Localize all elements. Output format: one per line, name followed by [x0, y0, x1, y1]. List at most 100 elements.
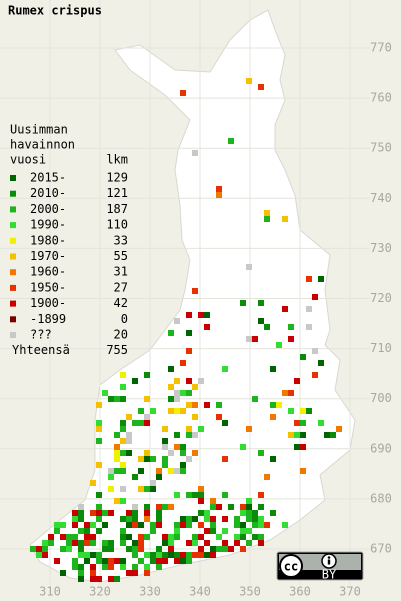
observation [54, 528, 60, 534]
observation [108, 510, 114, 516]
observation [192, 540, 198, 546]
observation [288, 336, 294, 342]
observation [210, 504, 216, 510]
finland-outline [29, 9, 356, 583]
observation [132, 420, 138, 426]
observation [84, 534, 90, 540]
observation [192, 150, 198, 156]
observation [336, 426, 342, 432]
observation [222, 540, 228, 546]
observation [102, 564, 108, 570]
observation [186, 456, 192, 462]
observation [282, 522, 288, 528]
observation [96, 516, 102, 522]
observation [156, 504, 162, 510]
observation [132, 522, 138, 528]
observation [150, 528, 156, 534]
observation [30, 546, 36, 552]
observation [174, 396, 180, 402]
observation [132, 474, 138, 480]
observation [180, 444, 186, 450]
observation [264, 522, 270, 528]
observation [174, 522, 180, 528]
observation [234, 522, 240, 528]
observation [150, 408, 156, 414]
observation [186, 552, 192, 558]
observation [240, 546, 246, 552]
observation [156, 552, 162, 558]
observation [114, 444, 120, 450]
observation [240, 510, 246, 516]
y-label: 760 [370, 91, 392, 105]
observation [168, 552, 174, 558]
observation [186, 540, 192, 546]
observation [240, 444, 246, 450]
observation [264, 210, 270, 216]
observation [210, 552, 216, 558]
observation [324, 432, 330, 438]
observation [318, 276, 324, 282]
observation [156, 564, 162, 570]
observation [66, 534, 72, 540]
observation [240, 300, 246, 306]
observation [108, 486, 114, 492]
observation [168, 504, 174, 510]
observation [258, 84, 264, 90]
observation [222, 528, 228, 534]
legend-label: 2000- [30, 202, 66, 216]
observation [180, 360, 186, 366]
by-head [327, 556, 331, 559]
observation [114, 576, 120, 582]
observation [246, 540, 252, 546]
observation [132, 570, 138, 576]
observation [168, 396, 174, 402]
legend-swatch [10, 332, 16, 338]
observation [240, 528, 246, 534]
observation [276, 342, 282, 348]
legend-count: 110 [106, 218, 128, 232]
observation [204, 312, 210, 318]
observation [138, 468, 144, 474]
y-label: 740 [370, 191, 392, 205]
observation [132, 378, 138, 384]
observation [96, 510, 102, 516]
observation [78, 552, 84, 558]
observation [312, 372, 318, 378]
observation [174, 492, 180, 498]
observation [162, 456, 168, 462]
observation [204, 528, 210, 534]
observation [102, 546, 108, 552]
observation [192, 402, 198, 408]
observation [84, 558, 90, 564]
observation [198, 546, 204, 552]
observation [162, 540, 168, 546]
observation [126, 450, 132, 456]
observation [180, 516, 186, 522]
observation [174, 318, 180, 324]
observation [114, 468, 120, 474]
observation [132, 564, 138, 570]
observation [192, 552, 198, 558]
observation [246, 78, 252, 84]
observation [270, 456, 276, 462]
observation [120, 462, 126, 468]
y-label: 730 [370, 241, 392, 255]
observation [120, 564, 126, 570]
observation [198, 426, 204, 432]
observation [216, 402, 222, 408]
title: Rumex crispus [8, 4, 102, 18]
observation [72, 558, 78, 564]
observation [138, 522, 144, 528]
observation [108, 474, 114, 480]
observation [114, 450, 120, 456]
observation [114, 498, 120, 504]
observation [204, 324, 210, 330]
observation [162, 462, 168, 468]
observation [72, 510, 78, 516]
observation [48, 540, 54, 546]
observation [78, 576, 84, 582]
observation [246, 426, 252, 432]
legend-swatch [10, 300, 16, 307]
observation [156, 510, 162, 516]
legend-label: 1960- [30, 265, 66, 279]
